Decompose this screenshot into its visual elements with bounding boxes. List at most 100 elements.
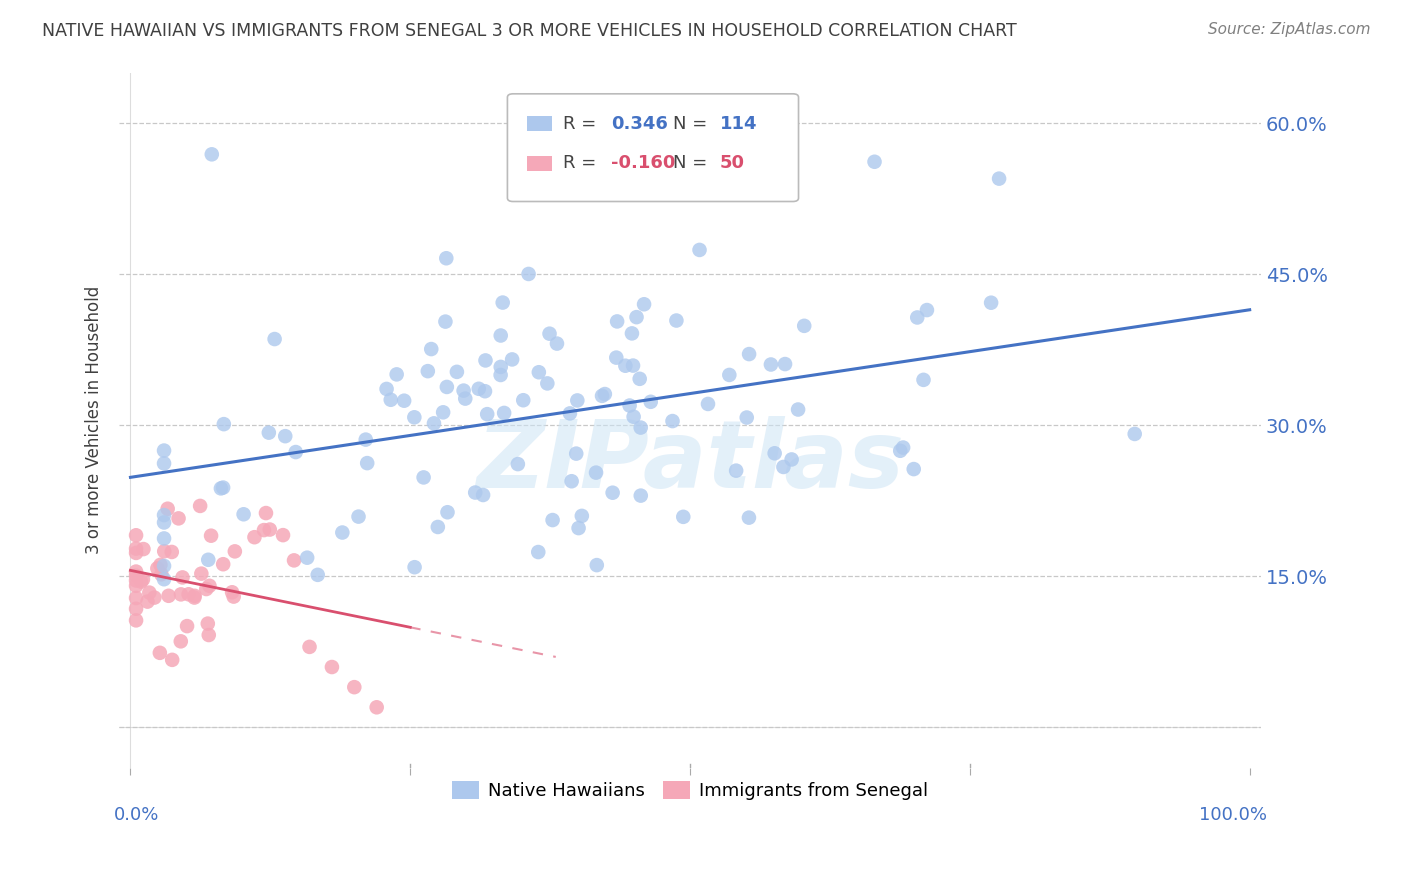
Text: ZIPatlas: ZIPatlas	[477, 416, 904, 508]
Text: 114: 114	[720, 115, 758, 133]
Point	[623, 409, 645, 424]
Point	[298, 640, 321, 654]
Point	[436, 380, 458, 394]
Point	[477, 407, 499, 421]
Point	[980, 295, 1002, 310]
Point	[125, 591, 148, 605]
Point	[404, 560, 426, 574]
Point	[474, 353, 496, 368]
Point	[464, 485, 486, 500]
Point	[354, 433, 377, 447]
Point	[568, 521, 591, 535]
Point	[905, 310, 928, 325]
Point	[125, 568, 148, 582]
Point	[434, 315, 457, 329]
Point	[725, 464, 748, 478]
Point	[321, 660, 343, 674]
Point	[558, 406, 581, 420]
Point	[125, 613, 148, 627]
Point	[153, 532, 176, 546]
Y-axis label: 3 or more Vehicles in Household: 3 or more Vehicles in Household	[86, 286, 103, 555]
Point	[446, 365, 468, 379]
Point	[150, 567, 173, 582]
Point	[132, 542, 155, 557]
Point	[661, 414, 683, 428]
Text: 0.346: 0.346	[612, 115, 668, 133]
Point	[472, 488, 495, 502]
Point	[434, 252, 457, 266]
Point	[160, 653, 183, 667]
Point	[628, 372, 651, 386]
Point	[404, 410, 426, 425]
Point	[172, 570, 194, 584]
Point	[125, 574, 148, 588]
Point	[793, 318, 815, 333]
Point	[153, 572, 176, 586]
Point	[912, 373, 935, 387]
Point	[453, 384, 475, 398]
Point	[915, 303, 938, 318]
Point	[167, 511, 190, 525]
Point	[787, 402, 810, 417]
Point	[224, 544, 246, 558]
Point	[201, 147, 224, 161]
Text: NATIVE HAWAIIAN VS IMMIGRANTS FROM SENEGAL 3 OR MORE VEHICLES IN HOUSEHOLD CORRE: NATIVE HAWAIIAN VS IMMIGRANTS FROM SENEG…	[42, 22, 1017, 40]
Point	[232, 508, 254, 522]
Point	[718, 368, 741, 382]
Point	[412, 470, 434, 484]
Point	[738, 510, 761, 524]
Point	[492, 295, 515, 310]
Point	[132, 573, 155, 587]
Point	[561, 475, 583, 489]
Point	[506, 457, 529, 471]
Text: Source: ZipAtlas.com: Source: ZipAtlas.com	[1208, 22, 1371, 37]
Point	[602, 485, 624, 500]
Point	[619, 399, 641, 413]
Point	[759, 358, 782, 372]
Point	[889, 443, 911, 458]
Point	[773, 357, 796, 371]
Point	[621, 359, 644, 373]
Point	[177, 587, 200, 601]
Point	[630, 489, 652, 503]
Point	[284, 445, 307, 459]
Text: R =: R =	[564, 115, 602, 133]
Point	[665, 313, 688, 327]
Point	[212, 481, 235, 495]
Point	[125, 541, 148, 556]
FancyBboxPatch shape	[527, 116, 553, 131]
Point	[426, 520, 449, 534]
Point	[243, 530, 266, 544]
Point	[420, 342, 443, 356]
Point	[212, 558, 235, 572]
Point	[672, 509, 695, 524]
Point	[432, 405, 454, 419]
Point	[366, 700, 388, 714]
Text: -0.160: -0.160	[612, 154, 676, 172]
Point	[416, 364, 439, 378]
Text: N =: N =	[673, 154, 713, 172]
Point	[512, 393, 534, 408]
Point	[1123, 426, 1146, 441]
Point	[156, 501, 179, 516]
FancyBboxPatch shape	[527, 155, 553, 171]
Point	[489, 368, 512, 382]
Point	[125, 528, 148, 542]
Point	[633, 297, 655, 311]
Point	[697, 397, 720, 411]
Text: N =: N =	[673, 115, 713, 133]
Text: 50: 50	[720, 154, 745, 172]
Point	[190, 566, 212, 581]
Point	[200, 529, 222, 543]
Point	[125, 579, 148, 593]
Point	[153, 544, 176, 558]
Point	[546, 336, 568, 351]
Point	[474, 384, 496, 399]
Point	[436, 505, 458, 519]
Point	[274, 429, 297, 443]
Point	[489, 328, 512, 343]
Point	[146, 561, 169, 575]
Point	[153, 457, 176, 471]
Point	[209, 482, 232, 496]
Point	[527, 545, 550, 559]
